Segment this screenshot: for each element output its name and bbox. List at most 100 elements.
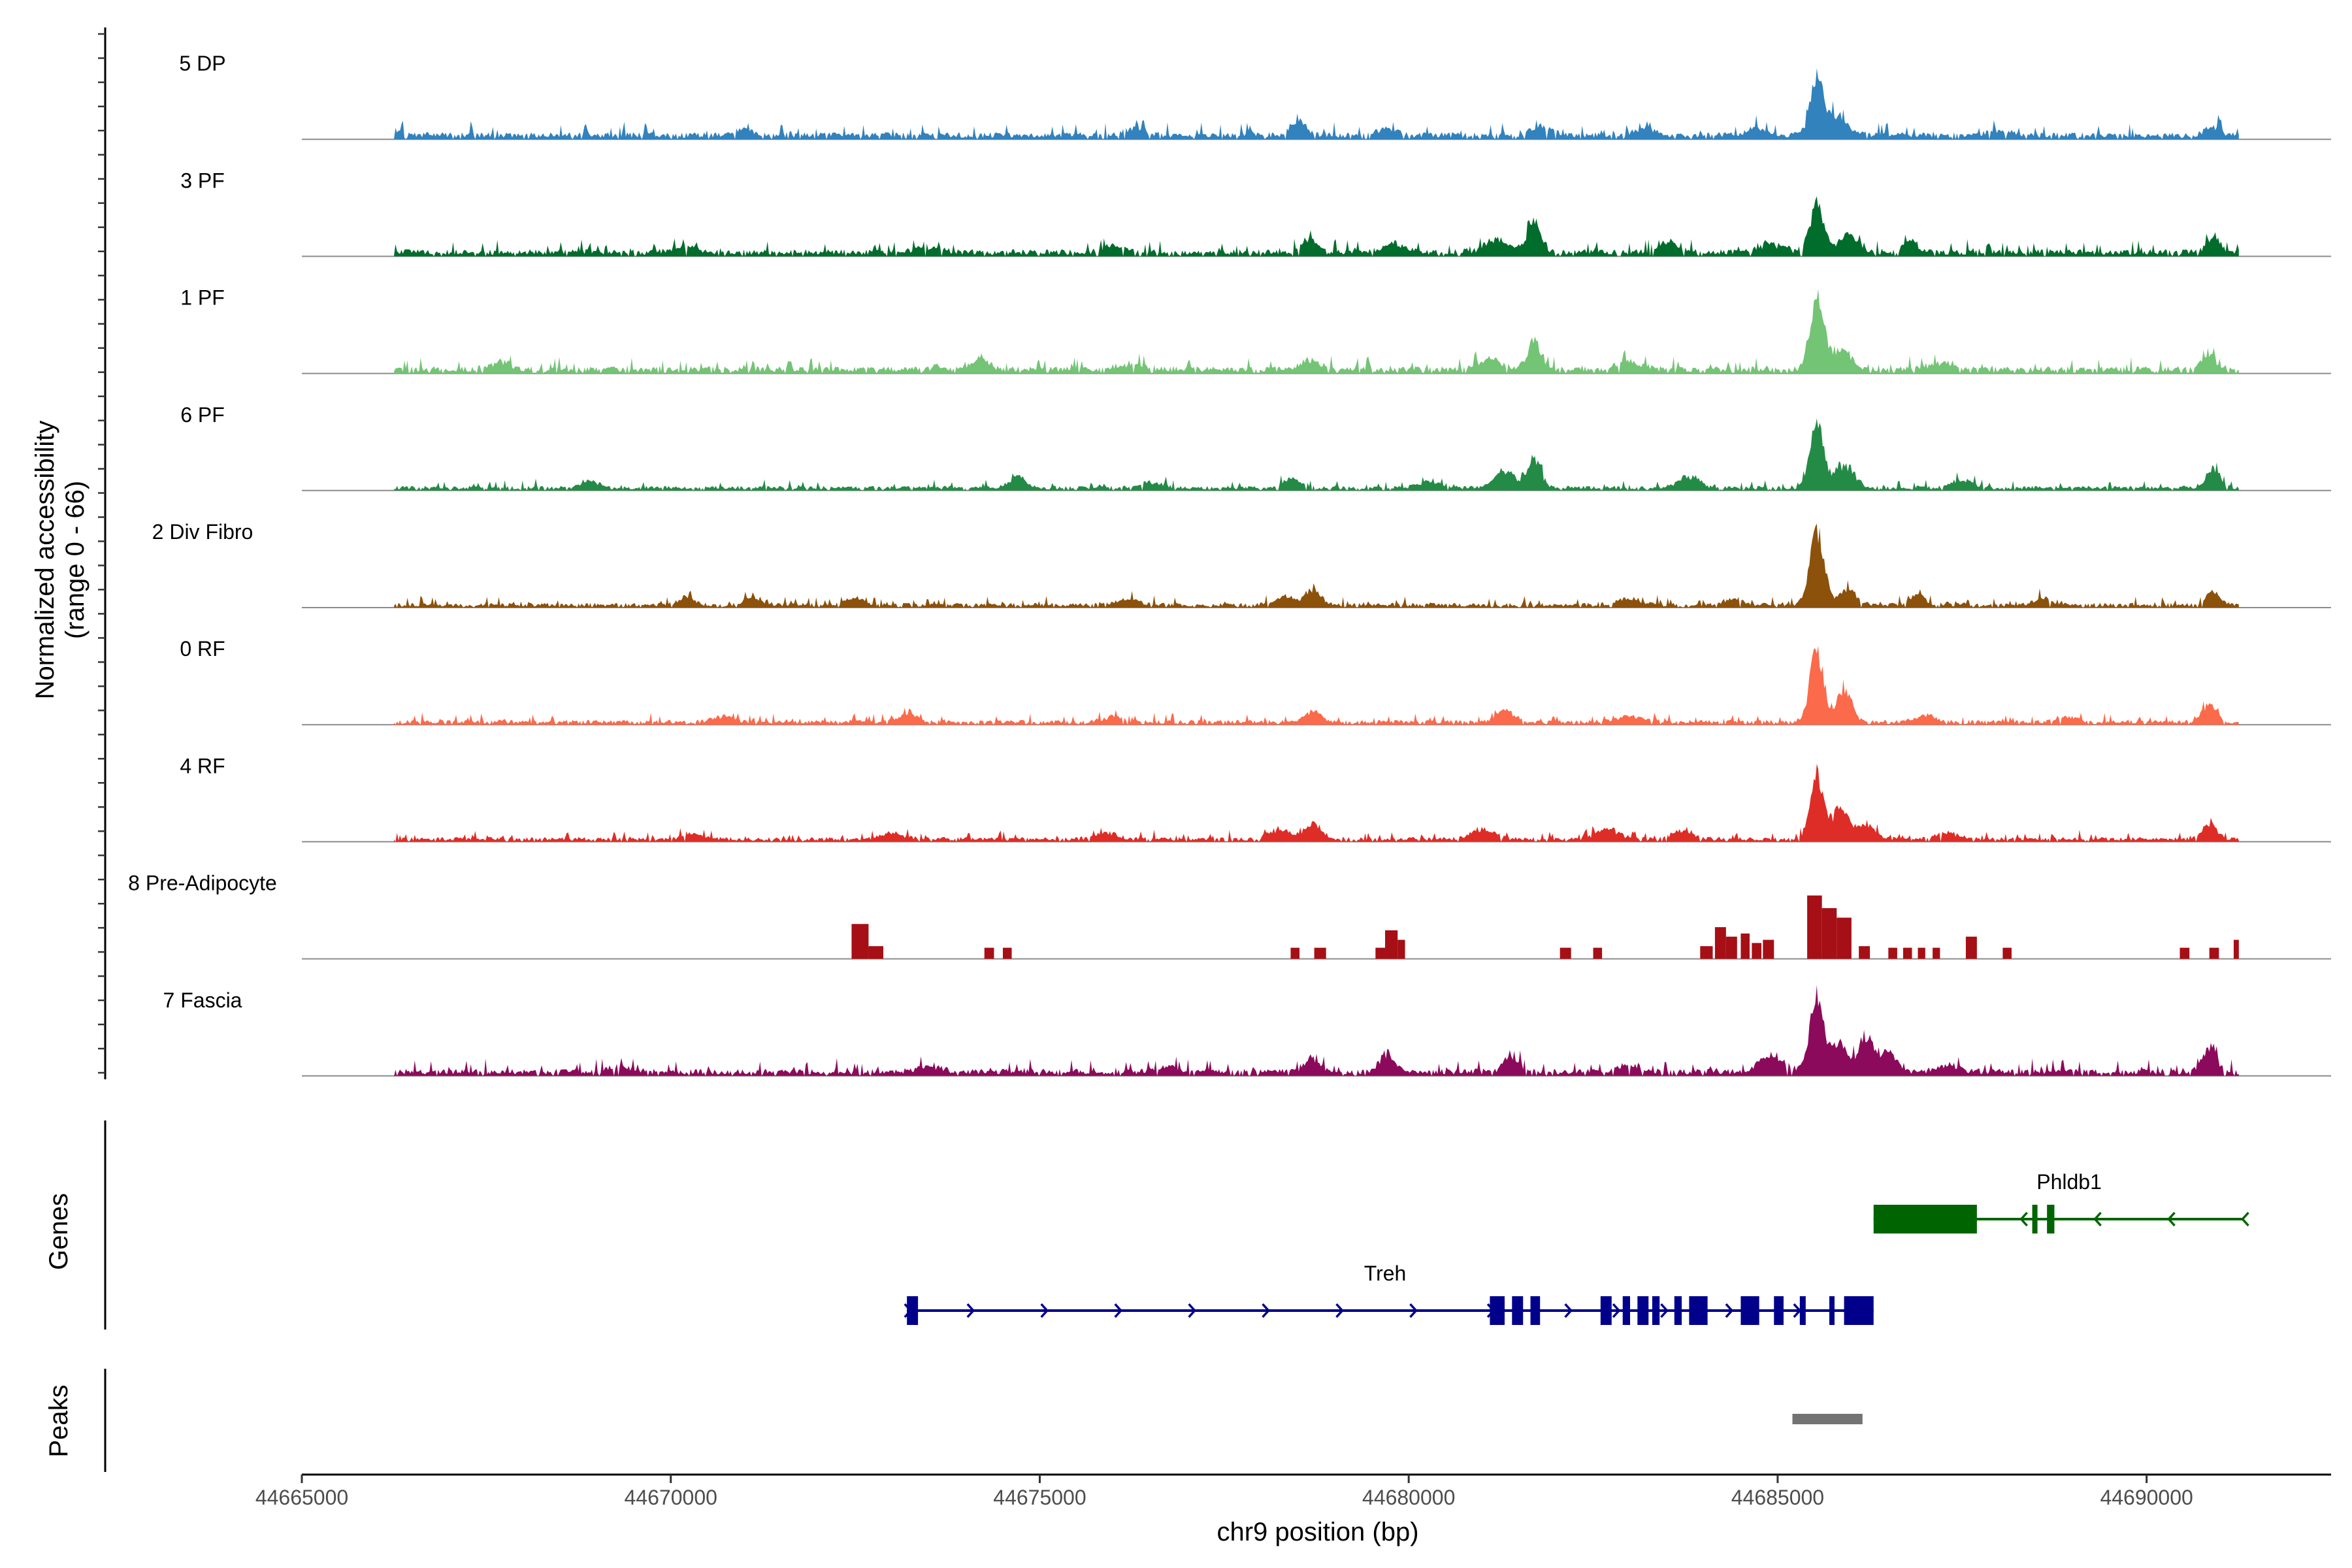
strand-arrow-icon	[2093, 1211, 2102, 1227]
coverage-block	[1725, 936, 1737, 959]
strand-arrow-icon	[2241, 1211, 2249, 1227]
x-tick-label: 44670000	[625, 1486, 717, 1509]
coverage-area	[394, 418, 2239, 491]
track-label: 2 Div Fibro	[152, 520, 253, 544]
track-4-rf: 4 RF	[180, 754, 2331, 843]
gene-treh: Treh	[904, 1262, 1874, 1325]
coverage-area	[394, 985, 2239, 1076]
x-tick-label: 44680000	[1362, 1486, 1455, 1509]
gene-exon	[1600, 1296, 1612, 1325]
genes-track-label: Genes	[44, 1193, 73, 1270]
strand-arrow-icon	[1725, 1303, 1734, 1318]
strand-arrow-icon	[1114, 1303, 1123, 1318]
track-label: 1 PF	[180, 286, 225, 310]
coverage-area	[394, 764, 2239, 842]
coverage-block	[2002, 947, 2012, 959]
coverage-block	[1965, 936, 1977, 959]
strand-arrow-icon	[1188, 1303, 1196, 1318]
x-axis-title: chr9 position (bp)	[1217, 1518, 1418, 1546]
coverage-area	[394, 68, 2239, 140]
x-tick-label: 44690000	[2100, 1486, 2193, 1509]
track-label: 4 RF	[180, 754, 225, 777]
track-0-rf: 0 RF	[180, 637, 2331, 726]
strand-arrow-icon	[1486, 1303, 1495, 1318]
coverage-block	[1821, 908, 1837, 959]
coverage-tracks: 5 DP 3 PF 1 PF 6 PF 2 Div Fibro 0 RF 4 RF 8 Pre…	[128, 52, 2331, 1077]
coverage-area	[394, 523, 2239, 608]
strand-arrow-icon	[1564, 1303, 1573, 1318]
coverage-block	[1700, 946, 1713, 959]
coverage-block	[2209, 947, 2219, 959]
track-2-div-fibro: 2 Div Fibro	[152, 520, 2331, 608]
coverage-block	[1290, 947, 1300, 959]
strand-arrow-icon	[1793, 1303, 1802, 1318]
gene-name-label: Treh	[1364, 1262, 1407, 1285]
gene-exon	[1622, 1296, 1631, 1325]
coverage-area	[394, 289, 2239, 374]
strand-arrow-icon	[1262, 1303, 1270, 1318]
track-6-pf: 6 PF	[180, 403, 2331, 491]
coverage-block	[1918, 947, 1925, 959]
coverage-block	[1375, 947, 1386, 959]
gene-exon	[1829, 1296, 1835, 1325]
coverage-area	[394, 645, 2239, 725]
track-3-pf: 3 PF	[180, 169, 2331, 257]
gene-phldb1: Phldb1	[1873, 1170, 2249, 1233]
coverage-block	[1385, 930, 1398, 959]
coverage-block	[1763, 939, 1774, 959]
gene-exon	[1844, 1296, 1874, 1325]
gene-exon	[1674, 1296, 1682, 1325]
coverage-block	[1807, 895, 1822, 959]
coverage-block	[984, 947, 994, 959]
gene-name-label: Phldb1	[2036, 1170, 2102, 1194]
coverage-area	[394, 196, 2239, 257]
track-8-pre-adipocyte: 8 Pre-Adipocyte	[128, 872, 2331, 960]
peak-region	[1792, 1414, 1863, 1424]
gene-exon	[1873, 1205, 1977, 1233]
track-label: 6 PF	[180, 403, 225, 427]
accessibility-axis	[98, 27, 106, 1079]
track-5-dp: 5 DP	[179, 52, 2331, 140]
coverage-block	[1903, 947, 1912, 959]
y-axis-title: Normalized accessibility	[31, 421, 59, 700]
coverage-block	[1593, 947, 1603, 959]
peak-track	[104, 1369, 1863, 1472]
strand-arrow-icon	[904, 1303, 913, 1318]
coverage-block	[1714, 927, 1726, 959]
track-label: 8 Pre-Adipocyte	[128, 872, 277, 895]
track-label: 3 PF	[180, 169, 225, 192]
strand-arrow-icon	[1409, 1303, 1418, 1318]
gene-exon	[1490, 1296, 1505, 1325]
coverage-block	[851, 924, 869, 959]
coverage-block	[1397, 939, 1405, 959]
gene-exon	[1689, 1296, 1708, 1325]
coverage-block	[1837, 917, 1852, 959]
gene-exon	[1740, 1296, 1759, 1325]
strand-arrow-icon	[966, 1303, 975, 1318]
strand-arrow-icon	[2019, 1211, 2028, 1227]
y-axis-subtitle: (range 0 - 66)	[61, 481, 90, 639]
gene-exon	[1512, 1296, 1524, 1325]
coverage-block	[1314, 947, 1326, 959]
coverage-block	[1933, 947, 1940, 959]
strand-arrow-icon	[2167, 1211, 2176, 1227]
strand-arrow-icon	[1335, 1303, 1344, 1318]
coverage-block	[2180, 947, 2190, 959]
track-label: 0 RF	[180, 637, 225, 661]
coverage-block	[1740, 933, 1750, 959]
gene-exon	[1530, 1296, 1541, 1325]
coverage-block	[1002, 947, 1012, 959]
gene-exon	[1799, 1296, 1806, 1325]
track-7-fascia: 7 Fascia	[163, 985, 2331, 1077]
gene-exon	[1774, 1296, 1784, 1325]
gene-exon	[907, 1296, 919, 1325]
coverage-block	[1888, 947, 1897, 959]
gene-annotation-track: Phldb1 Treh	[104, 1120, 2249, 1330]
strand-arrow-icon	[1660, 1303, 1669, 1318]
coverage-block	[868, 946, 884, 959]
strand-arrow-icon	[1612, 1303, 1621, 1318]
coverage-block	[1752, 943, 1762, 959]
gene-exon	[2032, 1205, 2038, 1233]
x-axis: 44665000 44670000 44675000 44680000 44685000…	[255, 1473, 2331, 1509]
